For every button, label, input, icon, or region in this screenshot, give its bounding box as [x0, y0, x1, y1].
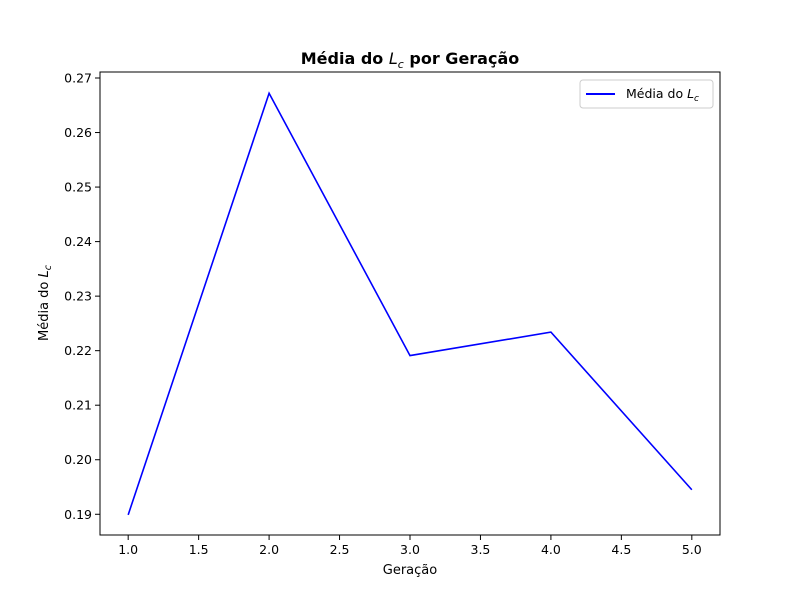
y-tick-label: 0.26 [64, 125, 92, 140]
y-tick-label: 0.19 [64, 507, 92, 522]
y-tick-label: 0.21 [64, 398, 92, 413]
x-tick-label: 4.0 [541, 542, 561, 557]
legend-entry-prefix: Média do [626, 86, 687, 101]
legend-box [579, 79, 714, 109]
y-tick-label: 0.25 [64, 180, 92, 195]
chart-title-var: L [389, 49, 398, 68]
y-tick-label: 0.23 [64, 289, 92, 304]
x-axis-label: Geração [383, 563, 437, 578]
legend-entry-var: L [687, 86, 694, 101]
x-tick-label: 5.0 [682, 542, 702, 557]
x-tick-label: 2.5 [330, 542, 350, 557]
x-tick-label: 1.0 [118, 542, 138, 557]
y-axis-label-sub: c [43, 264, 54, 270]
chart-title: Média do Lc por Geração [301, 49, 520, 71]
x-tick-label: 2.0 [259, 542, 279, 557]
legend-entry-sub: c [694, 94, 699, 104]
x-tick-label: 3.5 [471, 542, 491, 557]
y-axis-label: Média do Lc [37, 264, 54, 341]
chart-title-suffix: por Geração [404, 49, 519, 68]
chart-title-sub: c [398, 58, 404, 71]
legend-entry: Média do Lc [626, 86, 699, 104]
y-axis-ticks: 0.19 0.20 0.21 0.22 0.23 0.24 0.25 0.26 0.27 [64, 70, 100, 522]
plot-area-frame [99, 71, 721, 536]
legend: Média do Lc [579, 79, 714, 109]
x-tick-label: 4.5 [611, 542, 631, 557]
y-tick-label: 0.20 [64, 452, 92, 467]
y-tick-label: 0.22 [64, 343, 92, 358]
chart-title-prefix: Média do [301, 49, 389, 68]
y-tick-label: 0.24 [64, 234, 92, 249]
series-layer [127, 91, 693, 516]
x-tick-label: 1.5 [189, 542, 209, 557]
x-tick-label: 3.0 [400, 542, 420, 557]
y-axis-label-var: L [37, 270, 52, 277]
x-axis-ticks: 1.0 1.5 2.0 2.5 3.0 3.5 4.0 4.5 5.0 [118, 535, 702, 557]
y-axis-label-prefix: Média do [37, 277, 52, 341]
y-tick-label: 0.27 [64, 70, 92, 85]
